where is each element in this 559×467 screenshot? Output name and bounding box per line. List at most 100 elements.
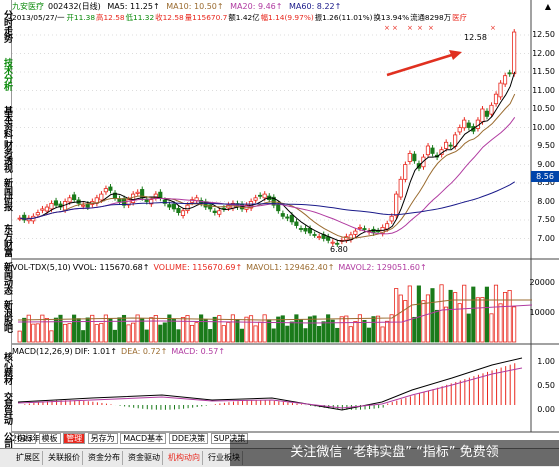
year-label: 2013年: [12, 434, 41, 443]
volume-bar: [480, 297, 485, 343]
volume-bar: [312, 315, 317, 343]
fund-distribution-button[interactable]: 资金分布: [86, 451, 123, 465]
candle-body: [53, 200, 59, 206]
volume-bar: [348, 326, 353, 343]
volume-bar: [466, 313, 471, 343]
volume-bar: [35, 323, 40, 343]
volume-bar: [475, 297, 480, 343]
candle-body: [258, 194, 263, 197]
volume-bar: [421, 300, 426, 343]
candle-body: [430, 147, 435, 154]
candle-body: [512, 31, 517, 75]
volume-bar: [471, 286, 476, 343]
price-tick: 7.50: [537, 215, 555, 224]
volume-value: VOLUME: 115670.69↑: [153, 263, 243, 272]
tb-save-as[interactable]: 另存为: [87, 433, 118, 444]
volume-bar: [203, 318, 208, 343]
tb-manage[interactable]: 管理: [63, 433, 86, 444]
candle-body: [448, 144, 453, 147]
volume-bar: [330, 319, 335, 343]
low-price-label: 6.80: [330, 245, 348, 254]
candle-body: [108, 186, 113, 191]
volume-bar: [484, 286, 489, 343]
candle-body: [375, 230, 381, 233]
tb-indicator[interactable]: 指标: [14, 433, 36, 444]
candle-body: [398, 178, 403, 198]
candle-body: [176, 207, 181, 214]
volume-bar: [498, 303, 503, 343]
volume-bar: [31, 323, 36, 343]
volume-bar: [17, 330, 22, 343]
expand-area-button[interactable]: 扩展区: [14, 451, 43, 465]
volume-bar: [194, 322, 199, 343]
candle-body: [171, 203, 176, 210]
candle-body: [167, 204, 172, 208]
vvol-value: VVOL: 115670.68↑: [72, 263, 150, 272]
quote-amp: 振1.26(11.01%): [314, 13, 373, 22]
volume-bar: [280, 315, 285, 343]
price-tick: 7.00: [537, 233, 555, 243]
price-tick: 8.50: [537, 178, 555, 187]
mavol2-value: MAVOL2: 129051.60↑: [338, 263, 427, 272]
left-tab-bar: 分时走势 技术分析 基本资料 财务透视 新闻研报 东方财富 新闻动态 新浪股吧 …: [0, 0, 12, 466]
volume-bar: [267, 319, 272, 343]
quote-float: 流通8298万: [410, 13, 452, 22]
ma60-line: [20, 181, 516, 220]
volume-axis: 20000 10000: [530, 0, 559, 360]
volume-bar: [493, 284, 499, 343]
tab-core-theme[interactable]: 核心题材: [2, 352, 12, 384]
quote-high: 高12.58: [96, 13, 125, 22]
candle-body: [253, 197, 258, 201]
fund-driver-button[interactable]: 资金驱动: [126, 451, 163, 465]
x-marker: ×: [384, 24, 390, 32]
volume-bar: [189, 324, 195, 343]
candle-body: [185, 204, 190, 211]
price-tick: 9.00: [537, 159, 555, 169]
ma20-label: MA20: 9.46↑: [230, 2, 283, 11]
related-quote-button[interactable]: 关联报价: [46, 451, 83, 465]
candle-body: [217, 210, 222, 215]
macd-indicator-name[interactable]: MACD(12,26,9): [12, 347, 73, 356]
volume-bar: [162, 322, 167, 343]
volume-bar: [62, 323, 68, 343]
volume-bar: [326, 314, 331, 343]
volume-bar: [353, 321, 358, 343]
volume-bar: [375, 315, 381, 343]
volume-bar: [108, 318, 113, 343]
volume-header: VOL-TDX(5,10) VVOL: 115670.68↑ VOLUME: 115…: [12, 263, 431, 273]
volume-bar: [380, 326, 385, 343]
tab-eastmoney[interactable]: 东方财富: [2, 224, 12, 256]
tab-finance[interactable]: 财务透视: [2, 140, 12, 172]
institution-trend-button[interactable]: 机构动向: [166, 451, 203, 465]
tab-sina-forum[interactable]: 新浪股吧: [2, 300, 12, 332]
tab-company[interactable]: 公司: [2, 432, 12, 448]
tab-news-dynamic[interactable]: 新闻动态: [2, 262, 12, 294]
quote-turnover: 换13.94%: [373, 13, 410, 22]
volume-bar: [239, 328, 245, 343]
tb-macd-basic[interactable]: MACD基本: [120, 433, 167, 444]
volume-bar: [49, 330, 54, 343]
candle-body: [72, 194, 77, 201]
tb-sup[interactable]: SUP决策: [210, 433, 249, 444]
volume-bar: [217, 315, 222, 343]
indicator-toolbar: 指标 模板 管理 另存为 MACD基本 DDE决策 SUP决策: [14, 433, 249, 446]
volume-bar: [135, 314, 140, 343]
scroll-up-icon[interactable]: ▲: [544, 2, 551, 11]
volume-bar: [294, 314, 299, 343]
tab-technical[interactable]: 技术分析: [2, 58, 12, 90]
volume-bar: [430, 288, 435, 343]
tb-dde[interactable]: DDE决策: [168, 433, 209, 444]
volume-bar: [131, 322, 136, 343]
candle-body: [112, 192, 117, 199]
tb-template[interactable]: 模板: [38, 433, 61, 444]
volume-bar: [385, 320, 390, 343]
vol-indicator-name[interactable]: VOL-TDX(5,10): [12, 263, 71, 272]
tab-fenshi[interactable]: 分时走势: [2, 10, 12, 42]
candle-body: [412, 153, 417, 162]
volume-bar: [366, 327, 372, 343]
tab-news-research[interactable]: 新闻研报: [2, 178, 12, 210]
tab-basic-info[interactable]: 基本资料: [2, 106, 12, 138]
tab-trade-anomaly[interactable]: 交易异动: [2, 392, 12, 424]
volume-bar: [44, 318, 49, 343]
candle-body: [316, 236, 322, 239]
